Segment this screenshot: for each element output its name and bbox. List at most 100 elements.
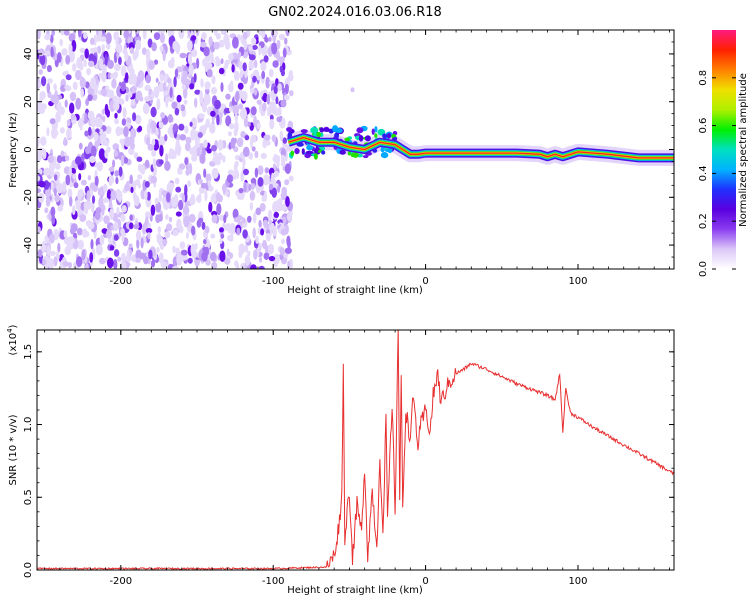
noise-speckle bbox=[167, 114, 173, 123]
trace-speckle bbox=[287, 131, 293, 138]
noise-speckle bbox=[174, 177, 180, 185]
noise-speckle bbox=[165, 192, 171, 203]
noise-speckle bbox=[199, 90, 203, 102]
noise-speckle bbox=[42, 259, 47, 265]
noise-speckle bbox=[244, 254, 251, 266]
noise-speckle bbox=[176, 218, 182, 230]
noise-speckle bbox=[90, 201, 95, 213]
noise-speckle bbox=[249, 190, 255, 201]
noise-speckle bbox=[145, 216, 149, 227]
snr-multiplier: (x104) bbox=[6, 324, 19, 355]
noise-speckle bbox=[273, 211, 279, 218]
noise-speckle bbox=[85, 263, 89, 269]
noise-speckle bbox=[184, 184, 188, 196]
noise-speckle bbox=[112, 95, 118, 103]
trace-speckle bbox=[347, 150, 351, 156]
noise-speckle bbox=[135, 39, 142, 51]
noise-speckle bbox=[87, 60, 95, 67]
noise-speckle bbox=[135, 257, 141, 263]
noise-speckle bbox=[218, 39, 225, 48]
noise-speckle bbox=[284, 37, 288, 45]
noise-speckle bbox=[63, 166, 70, 175]
noise-speckle bbox=[248, 184, 252, 191]
noise-speckle bbox=[84, 130, 89, 137]
noise-speckle bbox=[219, 227, 224, 233]
noise-speckle bbox=[269, 218, 272, 226]
noise-speckle bbox=[43, 167, 51, 176]
noise-speckle bbox=[208, 201, 213, 213]
noise-speckle bbox=[86, 68, 91, 76]
noise-speckle bbox=[235, 169, 240, 180]
noise-speckle bbox=[130, 99, 136, 106]
noise-speckle bbox=[94, 46, 98, 53]
noise-speckle bbox=[271, 172, 275, 184]
noise-speckle bbox=[151, 42, 157, 52]
noise-speckle bbox=[259, 202, 266, 212]
noise-speckle bbox=[38, 69, 43, 75]
noise-speckle bbox=[95, 244, 103, 256]
noise-speckle bbox=[272, 30, 278, 37]
spectrogram-y-ticks: -40 -20 0 20 40 bbox=[23, 29, 674, 270]
noise-speckle bbox=[169, 87, 173, 99]
noise-speckle bbox=[282, 137, 287, 144]
noise-speckle bbox=[202, 101, 207, 113]
trace-speckle bbox=[304, 152, 311, 159]
noise-speckle bbox=[250, 178, 257, 184]
noise-speckle bbox=[211, 144, 217, 152]
noise-speckle bbox=[186, 232, 189, 239]
noise-speckle bbox=[159, 73, 164, 83]
noise-speckle bbox=[220, 58, 224, 65]
noise-speckle bbox=[153, 86, 160, 99]
noise-speckle bbox=[150, 106, 157, 118]
noise-speckle bbox=[261, 30, 266, 39]
noise-speckle bbox=[174, 107, 180, 116]
noise-speckle bbox=[288, 175, 294, 182]
noise-speckle bbox=[103, 183, 108, 193]
noise-speckle bbox=[172, 265, 179, 269]
noise-speckle bbox=[109, 208, 114, 220]
noise-speckle bbox=[229, 105, 232, 113]
noise-speckle bbox=[77, 239, 85, 250]
noise-speckle bbox=[46, 244, 51, 257]
noise-speckle bbox=[203, 239, 207, 245]
trace-speckle bbox=[363, 155, 369, 159]
noise-speckle bbox=[191, 49, 198, 58]
noise-speckle bbox=[277, 83, 282, 92]
noise-speckle bbox=[45, 197, 51, 207]
noise-speckle bbox=[173, 194, 179, 205]
noise-speckle bbox=[172, 229, 179, 237]
noise-speckle bbox=[128, 222, 134, 230]
noise-speckle bbox=[100, 88, 108, 97]
noise-speckle bbox=[197, 132, 203, 138]
noise-speckle bbox=[225, 115, 232, 127]
noise-speckle bbox=[205, 87, 210, 95]
noise-speckle bbox=[83, 31, 88, 40]
noise-speckle bbox=[129, 47, 134, 54]
noise-speckle bbox=[268, 36, 272, 42]
noise-speckle bbox=[109, 245, 115, 251]
trace-speckle bbox=[382, 133, 388, 139]
noise-speckle bbox=[210, 194, 217, 204]
noise-speckle bbox=[269, 114, 274, 121]
x-tick-label: -100 bbox=[262, 276, 285, 287]
noise-speckle bbox=[126, 249, 130, 262]
noise-speckle bbox=[276, 50, 280, 61]
noise-speckle bbox=[206, 68, 213, 78]
noise-speckle bbox=[54, 194, 60, 203]
trace-speckle bbox=[356, 127, 364, 134]
noise-speckle bbox=[71, 236, 75, 244]
noise-speckle bbox=[72, 173, 77, 180]
noise-speckle bbox=[252, 227, 256, 239]
figure-title: GN02.2024.016.03.06.R18 bbox=[268, 5, 442, 20]
noise-speckle bbox=[175, 211, 182, 217]
frequency-trace bbox=[286, 87, 674, 166]
noise-speckle bbox=[206, 62, 213, 70]
noise-speckle bbox=[56, 52, 62, 63]
colorbar-tick-label: 0.4 bbox=[698, 165, 709, 181]
noise-speckle bbox=[263, 252, 270, 260]
noise-speckle bbox=[133, 152, 139, 159]
noise-speckle bbox=[80, 88, 84, 98]
noise-speckle bbox=[203, 46, 210, 57]
trace-speckle bbox=[344, 137, 351, 142]
